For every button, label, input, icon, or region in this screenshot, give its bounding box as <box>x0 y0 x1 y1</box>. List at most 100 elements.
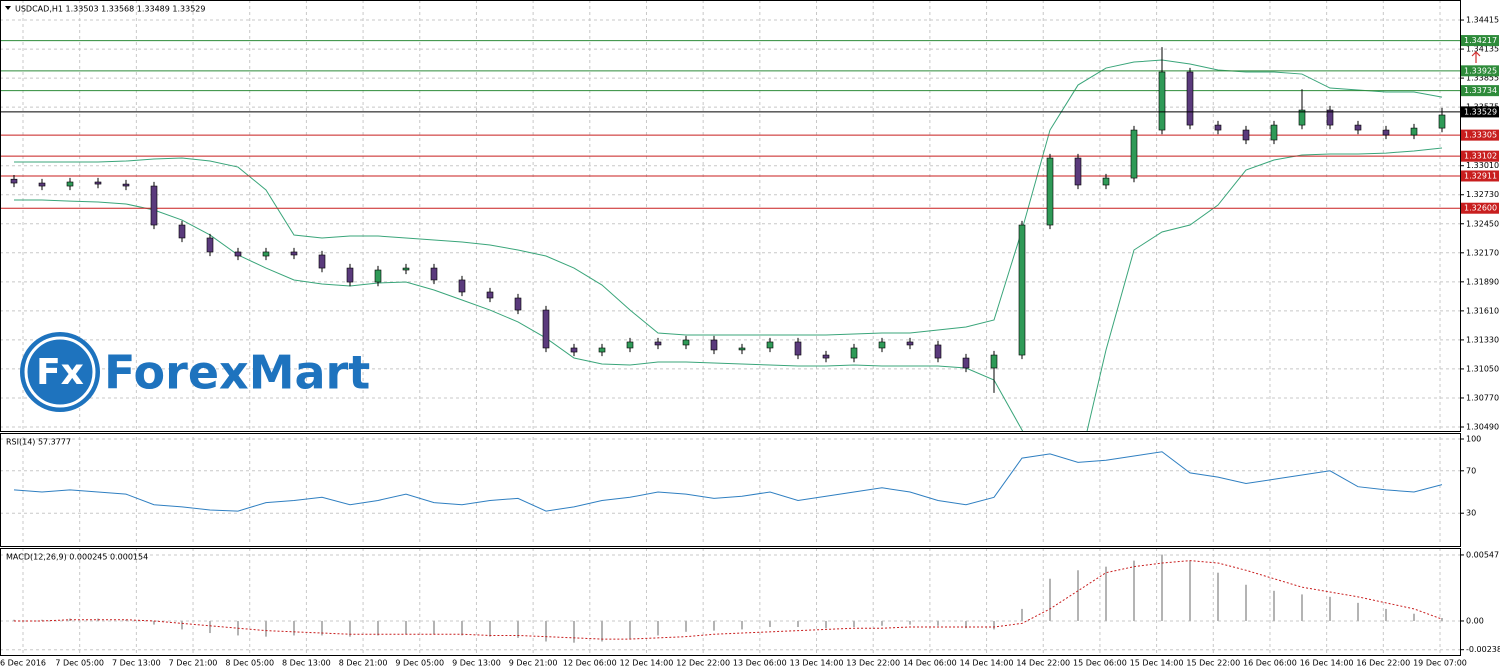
y-tick-label: 30 <box>1466 509 1476 518</box>
y-tick-label: 70 <box>1466 466 1476 475</box>
level-tag-label: 1.33305 <box>1464 131 1497 140</box>
y-tick-label: 1.33010 <box>1466 161 1499 170</box>
y-tick-label: 0.00 <box>1466 616 1484 625</box>
x-tick-label: 9 Dec 21:00 <box>509 659 558 668</box>
x-tick-label: 12 Dec 06:00 <box>563 659 617 668</box>
level-tag-label: 1.33734 <box>1464 86 1497 95</box>
candle-body <box>318 254 326 269</box>
candle-body <box>178 224 186 239</box>
level-tag <box>1461 202 1499 214</box>
x-tick-label: 12 Dec 22:00 <box>676 659 730 668</box>
y-tick-label: 1.34415 <box>1466 16 1499 25</box>
candle-body <box>710 339 718 351</box>
x-tick-label: 12 Dec 14:00 <box>620 659 674 668</box>
logo-icon-text: Fx <box>36 352 84 393</box>
candle-body <box>1410 127 1418 136</box>
y-tick-label: 100 <box>1466 435 1481 444</box>
candle-body <box>1382 129 1390 136</box>
y-tick-label: 1.34135 <box>1466 45 1499 54</box>
axes: 6 Dec 2016 7 Dec 05:00 7 Dec 13:00 7 Dec 21… <box>0 16 1500 668</box>
x-tick-label: 16 Dec 22:00 <box>1356 659 1410 668</box>
level-tag-label: 1.33925 <box>1464 66 1497 75</box>
candle-body <box>962 357 970 369</box>
level-tag-label: 1.32600 <box>1464 204 1497 213</box>
candle-body <box>1102 177 1110 186</box>
x-tick-label: 6 Dec 2016 <box>0 659 46 668</box>
candle-body <box>122 183 130 187</box>
x-tick-label: 9 Dec 05:00 <box>395 659 444 668</box>
candle-body <box>1158 71 1166 131</box>
candle-body <box>206 237 214 253</box>
level-tag-label: 1.33529 <box>1464 107 1497 116</box>
logo-text: ForexMart <box>104 346 370 400</box>
candle-body <box>654 341 662 346</box>
candle-body <box>626 341 634 349</box>
candle-body <box>1074 157 1082 186</box>
y-tick-label: 1.32170 <box>1466 248 1499 257</box>
x-tick-label: 14 Dec 22:00 <box>1016 659 1070 668</box>
x-tick-label: 14 Dec 06:00 <box>903 659 957 668</box>
candle-body <box>934 344 942 359</box>
rsi-header: RSI(14) 57.3777 <box>6 438 71 447</box>
candle-body <box>66 181 74 187</box>
menu-triangle[interactable] <box>5 6 11 10</box>
y-tick-label: 1.32730 <box>1466 190 1499 199</box>
candle-body <box>10 178 18 184</box>
candle-body <box>1046 157 1054 226</box>
level-tag <box>1461 170 1499 182</box>
symbol-header: USDCAD,H1 1.33503 1.33568 1.33489 1.3352… <box>15 5 205 14</box>
candle-body <box>1270 124 1278 141</box>
candle-body <box>514 297 522 311</box>
x-tick-label: 14 Dec 14:00 <box>960 659 1014 668</box>
x-tick-label: 8 Dec 05:00 <box>225 659 274 668</box>
candle-body <box>1354 124 1362 131</box>
x-tick-label: 7 Dec 05:00 <box>55 659 104 668</box>
candle-body <box>1438 114 1446 129</box>
candle-body <box>878 341 886 349</box>
candle-body <box>1298 109 1306 126</box>
x-tick-label: 13 Dec 06:00 <box>733 659 787 668</box>
logo-ring <box>24 336 96 408</box>
x-tick-label: 13 Dec 14:00 <box>790 659 844 668</box>
x-tick-label: 16 Dec 14:00 <box>1300 659 1354 668</box>
y-tick-label: 0.00547 <box>1466 550 1499 559</box>
y-tick-label: 1.31050 <box>1466 364 1499 373</box>
macd-plot <box>0 548 1460 655</box>
x-tick-label: 19 Dec 07:00 <box>1413 659 1467 668</box>
bollinger-band <box>14 59 1443 336</box>
x-tick-label: 15 Dec 06:00 <box>1073 659 1127 668</box>
y-tick-label: 1.33855 <box>1466 74 1499 83</box>
x-tick-label: 15 Dec 14:00 <box>1130 659 1184 668</box>
candle-body <box>94 181 102 185</box>
y-tick-label: 1.30770 <box>1466 393 1499 402</box>
candle-body <box>822 354 830 359</box>
y-tick-label: 1.30490 <box>1466 422 1499 431</box>
x-tick-label: 15 Dec 22:00 <box>1186 659 1240 668</box>
x-tick-label: 9 Dec 13:00 <box>452 659 501 668</box>
candle-body <box>402 267 410 271</box>
candle-body <box>766 341 774 349</box>
y-tick-label: -0.00238 <box>1466 645 1500 654</box>
candle-body <box>738 347 746 351</box>
x-tick-label: 8 Dec 21:00 <box>339 659 388 668</box>
logo: Fx ForexMart <box>20 332 370 412</box>
candle-body <box>486 291 494 299</box>
x-tick-label: 7 Dec 21:00 <box>169 659 218 668</box>
y-tick-label: 1.31610 <box>1466 306 1499 315</box>
level-tag <box>1461 35 1499 47</box>
candle-body <box>1214 124 1222 131</box>
candle-body <box>234 251 242 257</box>
candle-body <box>542 309 550 349</box>
candle-body <box>682 339 690 346</box>
candle-body <box>990 354 998 369</box>
candle-body <box>346 267 354 283</box>
y-tick-label: 1.31330 <box>1466 335 1499 344</box>
macd-header: MACD(12,26,9) 0.000245 0.000154 <box>6 553 148 562</box>
y-tick-label: 1.31890 <box>1466 277 1499 286</box>
level-tag <box>1461 85 1499 97</box>
candle-body <box>1130 129 1138 179</box>
x-tick-label: 8 Dec 13:00 <box>282 659 331 668</box>
candle-body <box>850 347 858 359</box>
level-tag <box>1461 150 1499 162</box>
